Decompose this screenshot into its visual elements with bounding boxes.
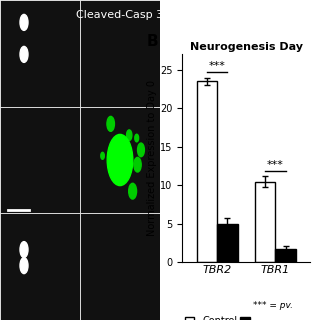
Bar	[80, 213, 160, 320]
Bar	[276, 249, 296, 262]
Circle shape	[101, 152, 104, 159]
Text: ***: ***	[267, 160, 284, 170]
Circle shape	[126, 130, 132, 140]
Circle shape	[20, 14, 28, 30]
Y-axis label: Normalized Expression to Day 0: Normalized Expression to Day 0	[148, 80, 157, 236]
Circle shape	[138, 143, 144, 157]
Text: ***: ***	[209, 61, 226, 71]
Text: Cleaved-Casp 3: Cleaved-Casp 3	[76, 10, 164, 20]
Circle shape	[129, 183, 137, 199]
Circle shape	[134, 157, 141, 172]
Bar	[255, 181, 276, 262]
Circle shape	[20, 258, 28, 274]
Bar	[0, 0, 80, 107]
Circle shape	[113, 162, 121, 178]
Legend: Control, : Control,	[181, 313, 262, 320]
Title: Neurogenesis Day: Neurogenesis Day	[190, 42, 303, 52]
Bar	[0, 213, 80, 320]
Text: B: B	[147, 34, 158, 49]
Bar	[80, 107, 160, 213]
Bar	[80, 0, 160, 107]
Bar	[217, 224, 238, 262]
Circle shape	[20, 242, 28, 258]
Circle shape	[20, 46, 28, 62]
Text: *** = pv.: *** = pv.	[253, 301, 293, 310]
Bar	[0, 107, 80, 213]
Bar	[197, 81, 217, 262]
Circle shape	[135, 134, 139, 142]
Circle shape	[107, 134, 133, 186]
Circle shape	[107, 116, 115, 131]
